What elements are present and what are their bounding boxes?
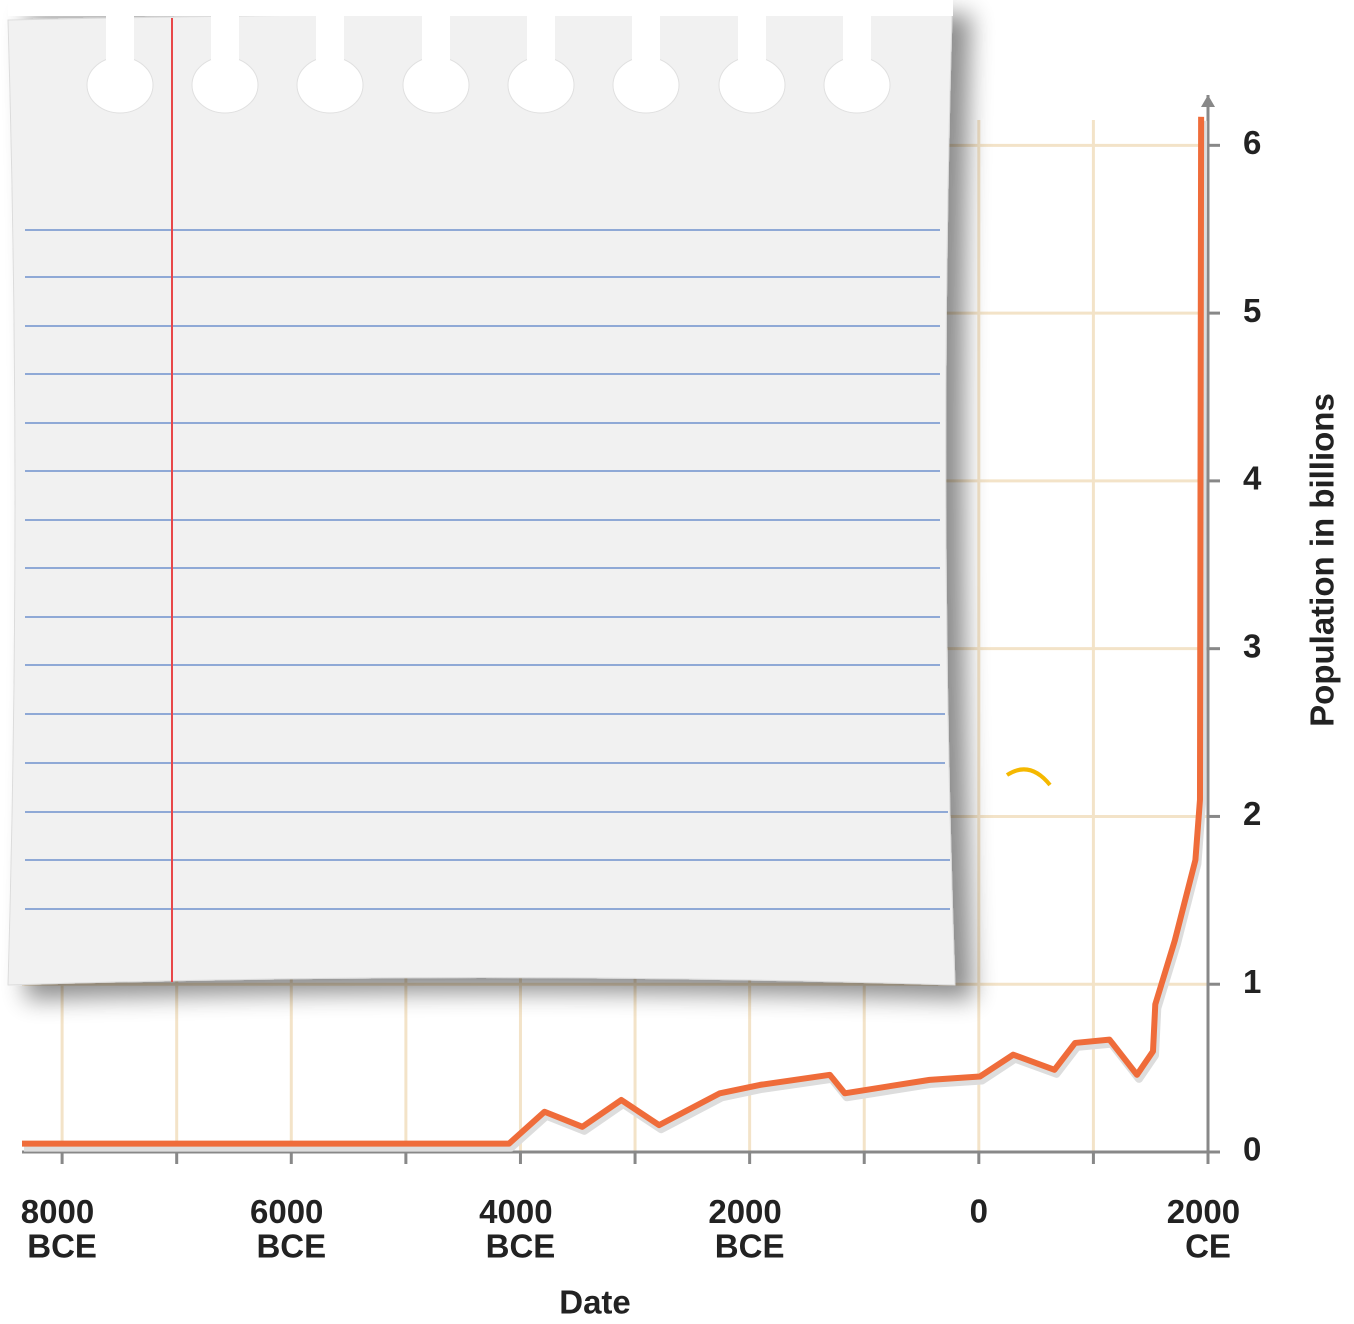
y-axis-label: Population in billions <box>1304 393 1341 727</box>
x-tick-label: 6000 BCE <box>250 1193 333 1265</box>
y-tick-label: 3 <box>1243 627 1261 664</box>
y-tick-label: 5 <box>1243 292 1261 329</box>
x-tick-label: 0 <box>970 1193 988 1230</box>
y-tick-label: 6 <box>1243 124 1261 161</box>
x-tick-label: 2000 BCE <box>708 1193 791 1265</box>
x-tick-label: 8000 BCE <box>21 1193 104 1265</box>
chart: 0 1 2 3 4 5 6 8000 BCE 6000 BCE 4000 BCE 2000 BCE 0… <box>0 0 1354 1324</box>
axis-arrow <box>1201 95 1215 107</box>
notepad <box>8 0 955 985</box>
y-tick-label: 0 <box>1243 1131 1261 1168</box>
y-tick-label: 2 <box>1243 795 1261 832</box>
y-tick-label: 1 <box>1243 963 1261 1000</box>
x-tick-label: 4000 BCE <box>479 1193 562 1265</box>
x-tick-label: 2000 CE <box>1167 1193 1250 1265</box>
scribble <box>1007 769 1050 785</box>
x-axis-label: Date <box>559 1284 631 1321</box>
y-tick-label: 4 <box>1243 460 1262 497</box>
